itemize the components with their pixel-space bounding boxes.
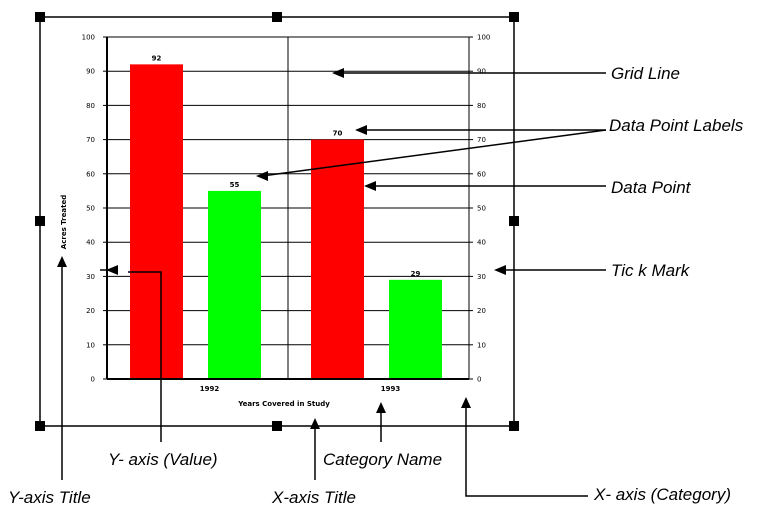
y-tick-label: 90 xyxy=(86,68,95,76)
bar-value-label: 29 xyxy=(411,270,421,278)
x-axis-title-callout: X-axis Title xyxy=(271,488,356,507)
callout-arrowheads xyxy=(57,68,506,429)
y-axis-title: Acres Treated xyxy=(60,195,68,249)
data-point-callout: Data Point xyxy=(611,178,692,197)
resize-handle-bottom-center[interactable] xyxy=(272,421,282,431)
x-axis-title: Years Covered in Study xyxy=(237,400,330,408)
resize-handle-top-center[interactable] xyxy=(272,12,282,22)
resize-handle-bottom-left[interactable] xyxy=(35,421,45,431)
y-tick-label: 40 xyxy=(86,239,95,247)
bar-value-label: 92 xyxy=(152,54,162,62)
x-axis-category-pointer xyxy=(465,403,588,497)
x-axis-title-arrowhead xyxy=(310,418,320,429)
y-tick-label: 70 xyxy=(86,136,95,144)
y-tick-label: 80 xyxy=(86,102,95,110)
secondary-y-tick-label: 80 xyxy=(477,102,486,110)
bar-data-point[interactable] xyxy=(311,139,364,379)
tick-mark-callout: Tic k Mark xyxy=(611,261,691,280)
y-tick-label: 100 xyxy=(82,34,95,42)
bar-value-label: 55 xyxy=(230,181,240,189)
data-point-labels-arrowhead-upper xyxy=(355,125,367,135)
y-tick-label: 10 xyxy=(86,341,95,349)
data-point-labels-callout: Data Point Labels xyxy=(609,116,744,135)
secondary-y-tick-label: 30 xyxy=(477,273,486,281)
secondary-y-tick-label: 70 xyxy=(477,136,486,144)
tick-mark-arrowhead xyxy=(494,265,506,275)
x-axis-category-callout: X- axis (Category) xyxy=(593,485,731,504)
secondary-y-tick-label: 90 xyxy=(477,68,486,76)
grid-line-arrowhead xyxy=(332,68,344,78)
chart-selection-frame[interactable] xyxy=(39,16,515,427)
secondary-y-tick-label: 50 xyxy=(477,205,486,213)
category-name-arrowhead xyxy=(376,402,386,413)
grid-line-callout: Grid Line xyxy=(611,64,680,83)
y-tick-label: 20 xyxy=(86,307,95,315)
resize-handle-top-left[interactable] xyxy=(35,12,45,22)
resize-handle-top-right[interactable] xyxy=(509,12,519,22)
x-category-label: 1992 xyxy=(200,385,220,393)
y-tick-label: 30 xyxy=(86,273,95,281)
bar-data-point[interactable] xyxy=(389,279,442,379)
data-point-arrowhead xyxy=(364,181,376,191)
resize-handle-middle-right[interactable] xyxy=(509,216,519,226)
secondary-y-tick-label: 0 xyxy=(477,376,481,384)
bars xyxy=(130,64,442,380)
y-axis-value-pointer xyxy=(128,271,162,442)
secondary-y-tick-label: 20 xyxy=(477,307,486,315)
callout-pointers xyxy=(61,72,607,497)
bar-data-point[interactable] xyxy=(130,64,183,380)
axes xyxy=(106,37,470,380)
resize-handle-bottom-right[interactable] xyxy=(509,421,519,431)
category-name-callout: Category Name xyxy=(323,450,442,469)
y-tick-label: 60 xyxy=(86,170,95,178)
bar-value-label: 70 xyxy=(333,130,343,138)
x-axis-category-arrowhead xyxy=(461,397,471,408)
tick-mark-left-arrowhead xyxy=(106,265,118,275)
secondary-y-tick-label: 10 xyxy=(477,341,486,349)
bar-data-point[interactable] xyxy=(208,190,261,379)
y-axis-title-arrowhead xyxy=(57,256,67,267)
y-tick-label: 50 xyxy=(86,205,95,213)
secondary-y-tick-label: 100 xyxy=(477,34,490,42)
data-point-labels-pointer-lower xyxy=(261,129,607,177)
x-category-label: 1993 xyxy=(381,385,401,393)
y-tick-label: 0 xyxy=(91,376,95,384)
y-axis-value-callout: Y- axis (Value) xyxy=(108,450,218,469)
secondary-y-tick-label: 60 xyxy=(477,170,486,178)
secondary-y-tick-label: 40 xyxy=(477,239,486,247)
tick-labels: 0 10 20 30 40 50 60 70 80 90 100 0 10 20 30 40 50 60 70 80 9… xyxy=(82,34,491,394)
y-axis-title-callout: Y-axis Title xyxy=(8,488,91,507)
data-point-labels-arrowhead-lower xyxy=(256,171,268,181)
data-labels: 92 55 70 29 xyxy=(152,54,421,277)
resize-handle-middle-left[interactable] xyxy=(35,216,45,226)
